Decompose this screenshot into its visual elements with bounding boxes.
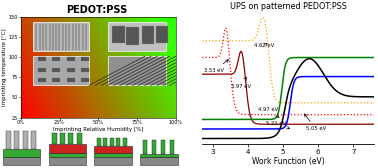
Bar	[52, 57, 60, 61]
Bar	[31, 131, 36, 149]
Title: UPS on patterned PEDOT:PSS: UPS on patterned PEDOT:PSS	[230, 2, 347, 11]
Text: 4.62 eV: 4.62 eV	[254, 43, 274, 48]
Bar	[3, 157, 40, 165]
Bar	[67, 68, 74, 72]
Bar	[140, 154, 178, 157]
Bar	[81, 68, 89, 72]
Text: 5.05 eV: 5.05 eV	[304, 114, 326, 132]
Bar	[94, 153, 132, 157]
X-axis label: Work Function (eV): Work Function (eV)	[252, 157, 325, 166]
Bar	[156, 26, 168, 43]
Bar	[60, 133, 65, 144]
Bar	[38, 78, 46, 82]
Bar	[38, 57, 46, 61]
Text: 4.97 eV: 4.97 eV	[258, 107, 279, 117]
Bar	[48, 157, 86, 165]
Bar	[52, 78, 60, 82]
Bar	[94, 146, 132, 153]
Bar	[52, 68, 60, 72]
Bar	[103, 138, 107, 146]
Bar	[94, 157, 132, 165]
Bar	[126, 27, 139, 45]
Bar	[123, 138, 127, 146]
Y-axis label: Imprinting temperature [°C]: Imprinting temperature [°C]	[2, 28, 7, 106]
Bar	[81, 57, 89, 61]
Bar	[48, 144, 86, 153]
Bar	[3, 149, 40, 157]
Bar	[6, 131, 11, 149]
Bar	[110, 138, 114, 146]
Bar	[112, 26, 125, 43]
Bar	[81, 78, 89, 82]
Bar	[97, 138, 101, 146]
Bar	[38, 68, 46, 72]
Text: PEDOT:PSS: PEDOT:PSS	[66, 5, 127, 15]
Bar	[142, 27, 154, 44]
Text: 3.53 eV: 3.53 eV	[204, 60, 229, 73]
Bar	[33, 56, 89, 85]
Bar	[161, 140, 165, 154]
Bar	[140, 157, 178, 165]
Bar	[67, 78, 74, 82]
Text: 3.97 eV: 3.97 eV	[231, 77, 251, 89]
Text: 5.21 eV: 5.21 eV	[266, 120, 290, 129]
Bar	[77, 133, 82, 144]
Bar	[152, 140, 156, 154]
Bar	[23, 131, 28, 149]
Bar	[143, 140, 147, 154]
X-axis label: Imprinting Relative Humidity [%]: Imprinting Relative Humidity [%]	[53, 127, 144, 132]
Bar	[14, 131, 19, 149]
Bar	[108, 23, 166, 51]
Bar	[52, 133, 57, 144]
Bar	[68, 133, 73, 144]
Bar	[108, 56, 166, 85]
Bar	[170, 140, 174, 154]
Bar	[116, 138, 120, 146]
Bar	[48, 153, 86, 157]
Bar	[67, 57, 74, 61]
Bar	[33, 23, 89, 51]
